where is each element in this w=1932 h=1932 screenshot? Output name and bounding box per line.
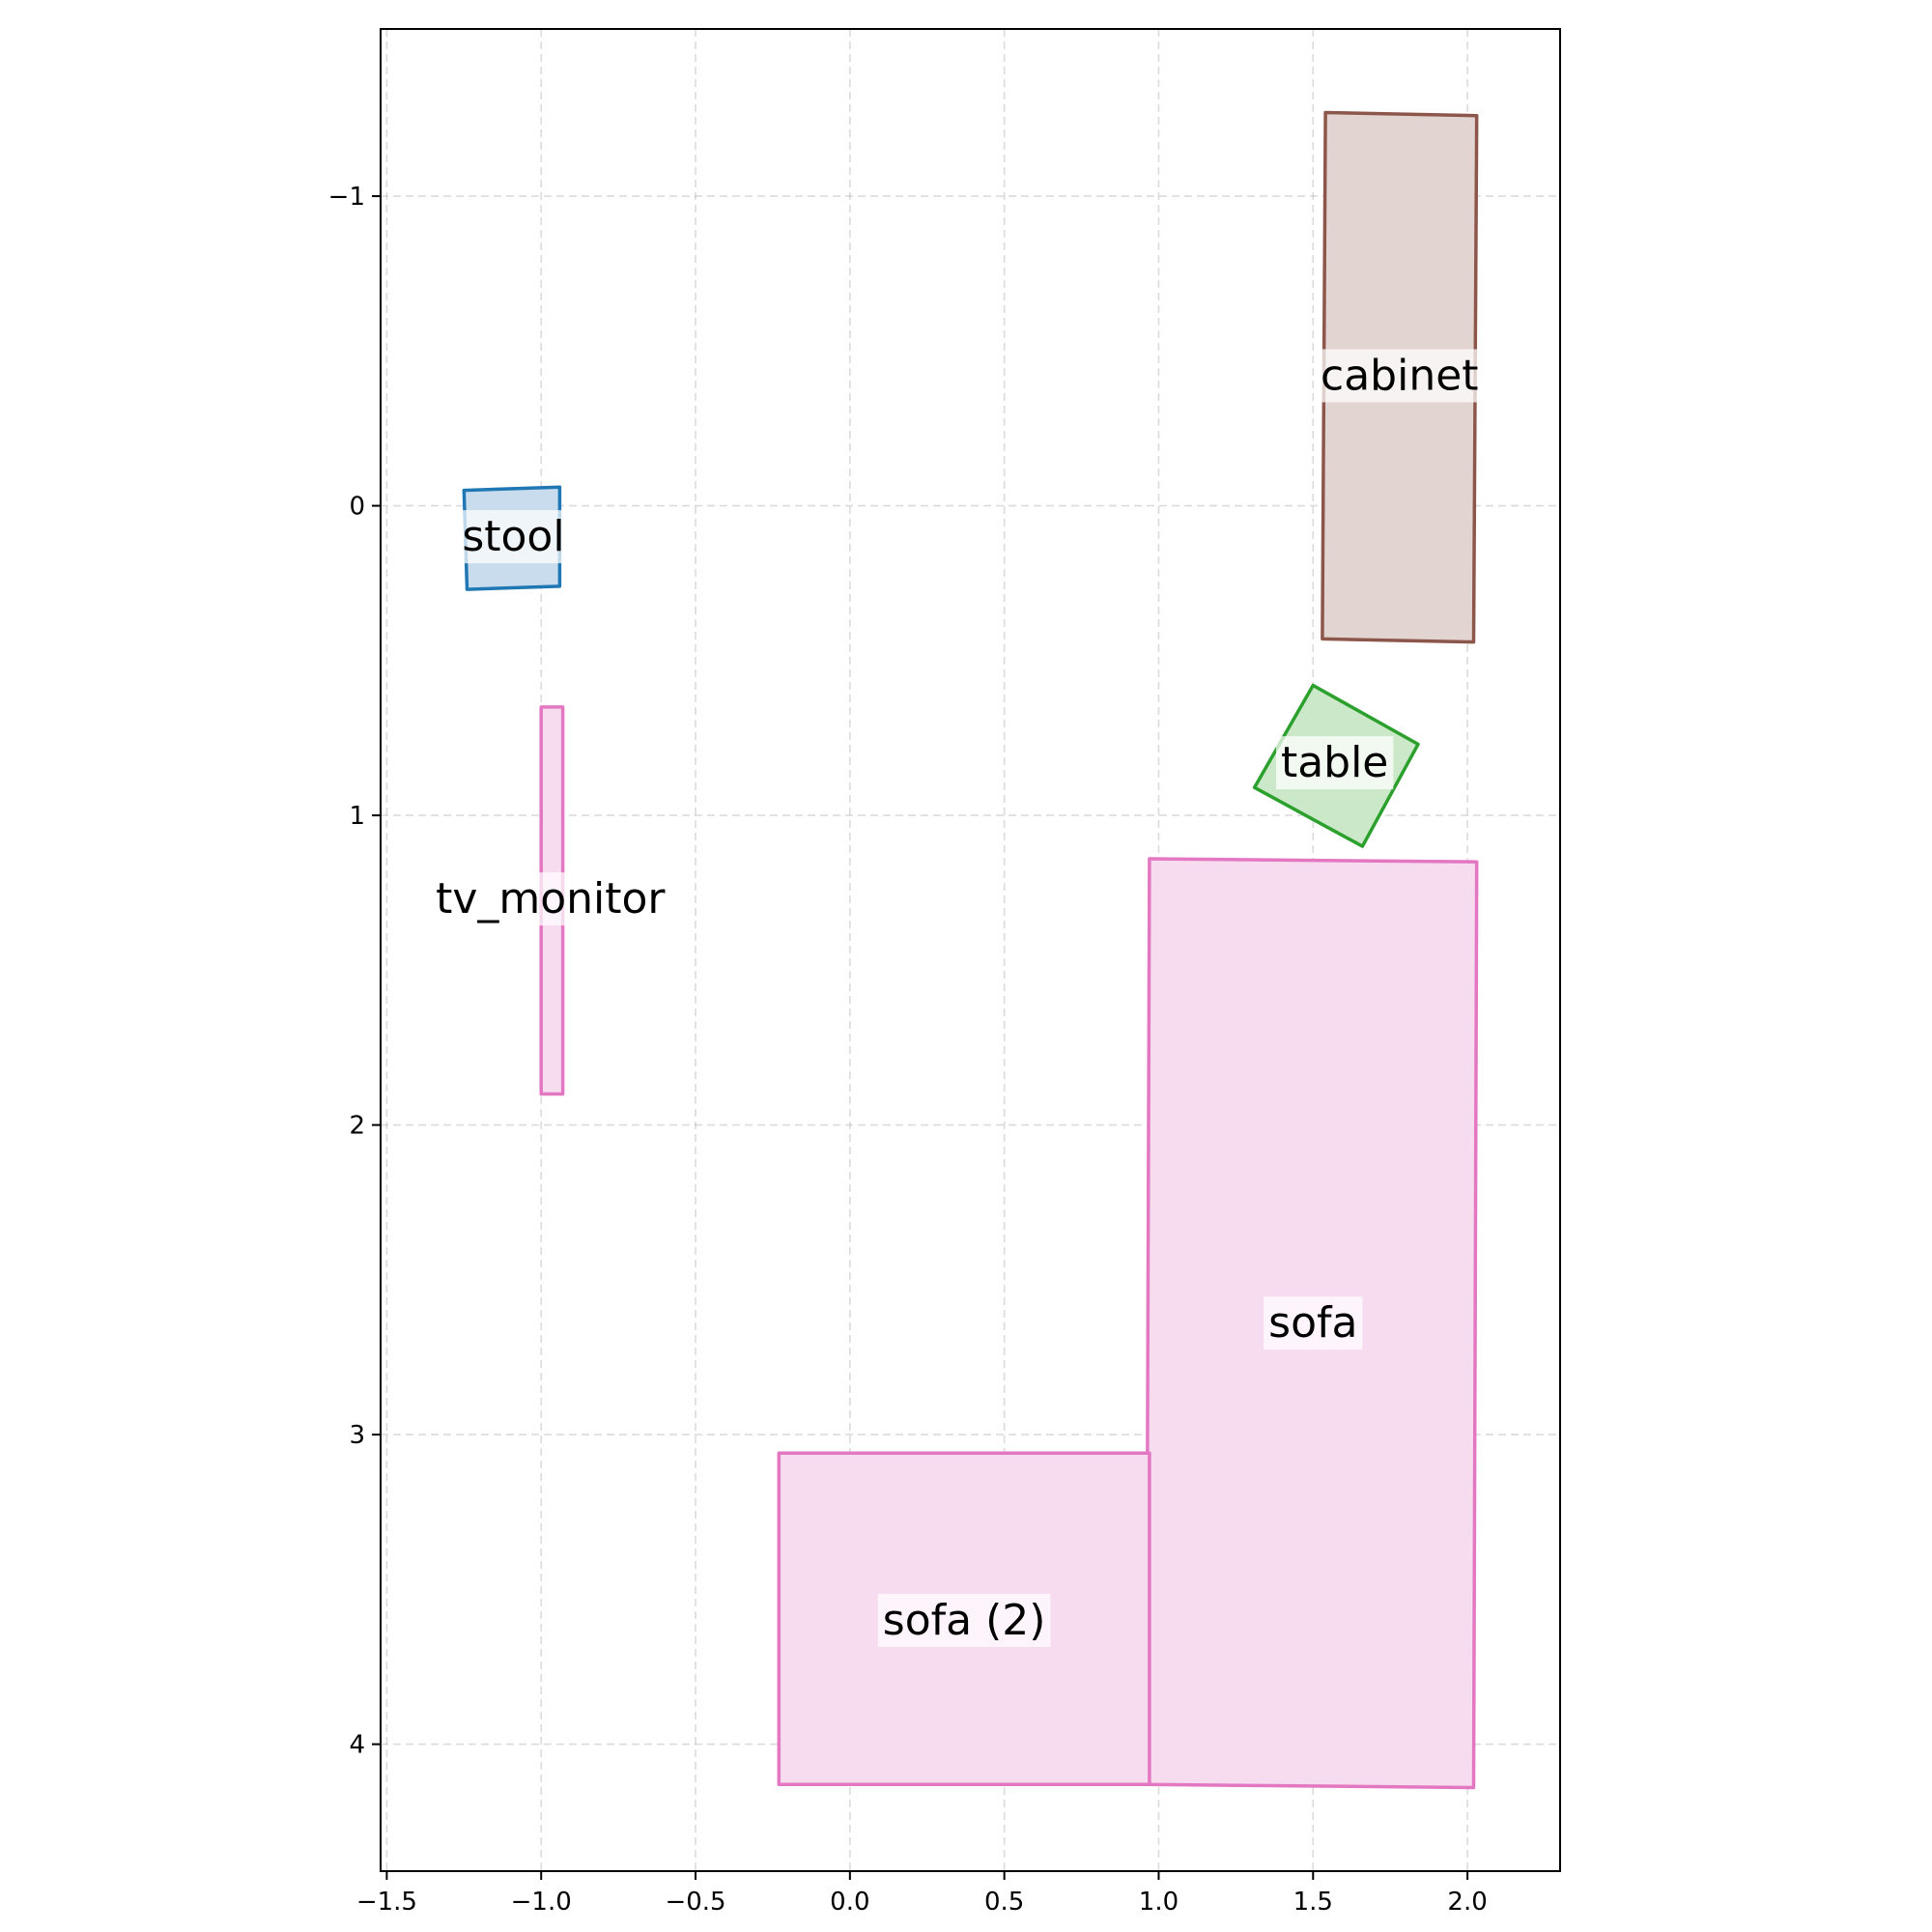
x-tick-label: 0.5 (984, 1888, 1024, 1917)
x-tick-label: −1.5 (356, 1888, 417, 1917)
x-tick-label: 2.0 (1447, 1888, 1487, 1917)
stool-label: stool (457, 510, 570, 564)
cabinet-label-bg (1316, 349, 1484, 403)
sofa-2-label: sofa (2) (877, 1593, 1051, 1647)
y-tick-label: 1 (349, 802, 365, 831)
x-tick-label: −0.5 (665, 1888, 725, 1917)
axes-frame (380, 28, 1561, 1872)
x-tick-label: −1.0 (511, 1888, 572, 1917)
object-labels: cabinet stool tv_monitor table sofa sofa (2) (431, 349, 1484, 1647)
tv_monitor-label-text: tv_monitor (436, 874, 666, 923)
cabinet-label-text: cabinet (1321, 351, 1479, 400)
y-axis: −1 0 1 2 3 4 (328, 183, 381, 1760)
x-tick-label: 0.0 (830, 1888, 869, 1917)
tv_monitor-label: tv_monitor (431, 872, 671, 926)
sofa-label-bg (1264, 1296, 1363, 1350)
sofa-label-text: sofa (1268, 1298, 1357, 1348)
y-tick-label: 0 (349, 493, 365, 522)
y-tick-label: −1 (328, 183, 365, 212)
table-label-bg (1275, 736, 1394, 790)
table-label: table (1275, 736, 1394, 790)
stool-label-bg (457, 510, 570, 564)
sofa-2-label-text: sofa (2) (883, 1596, 1046, 1645)
tv_monitor-label-bg (431, 872, 671, 926)
cabinet-label: cabinet (1316, 349, 1484, 403)
sofa-2-label-bg (877, 1593, 1051, 1647)
table-label-text: table (1281, 738, 1388, 787)
x-axis: −1.5 −1.0 −0.5 0.0 0.5 1.0 1.5 2.0 (356, 1871, 1488, 1917)
x-tick-label: 1.5 (1293, 1888, 1333, 1917)
stool-label-text: stool (462, 512, 564, 561)
y-tick-label: 3 (349, 1421, 365, 1450)
y-tick-label: 2 (349, 1112, 365, 1141)
x-tick-label: 1.0 (1139, 1888, 1179, 1917)
sofa-label: sofa (1264, 1296, 1363, 1350)
y-tick-label: 4 (349, 1731, 365, 1760)
